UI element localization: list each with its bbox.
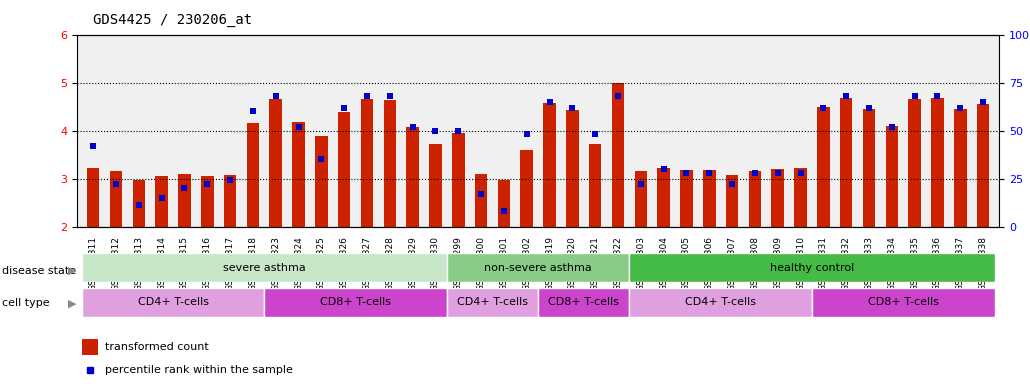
- Text: CD8+ T-cells: CD8+ T-cells: [320, 297, 391, 308]
- Bar: [566, 111, 579, 227]
- Bar: [430, 144, 442, 227]
- Text: healthy control: healthy control: [769, 263, 854, 273]
- Bar: [520, 150, 534, 227]
- Text: transformed count: transformed count: [105, 341, 209, 351]
- Bar: [156, 176, 168, 227]
- Bar: [863, 109, 876, 227]
- Bar: [360, 99, 373, 227]
- Bar: [87, 168, 100, 227]
- Bar: [886, 126, 898, 227]
- Bar: [543, 103, 556, 227]
- Text: CD8+ T-cells: CD8+ T-cells: [548, 297, 619, 308]
- Bar: [976, 104, 990, 227]
- Text: GDS4425 / 230206_at: GDS4425 / 230206_at: [93, 13, 251, 27]
- Bar: [589, 144, 602, 227]
- Bar: [931, 98, 943, 227]
- Bar: [771, 169, 784, 227]
- Bar: [178, 174, 191, 227]
- Bar: [224, 175, 237, 227]
- Bar: [954, 109, 966, 227]
- Bar: [726, 175, 739, 227]
- Bar: [338, 113, 350, 227]
- Bar: [629, 288, 812, 317]
- Bar: [133, 180, 145, 227]
- Bar: [634, 171, 647, 227]
- Bar: [270, 99, 282, 227]
- Bar: [629, 253, 995, 282]
- Bar: [265, 288, 447, 317]
- Bar: [475, 174, 487, 227]
- Bar: [447, 253, 629, 282]
- Text: CD8+ T-cells: CD8+ T-cells: [867, 297, 938, 308]
- Text: CD4+ T-cells: CD4+ T-cells: [685, 297, 756, 308]
- Text: disease state: disease state: [2, 266, 76, 276]
- Bar: [657, 168, 670, 227]
- Bar: [538, 288, 629, 317]
- Bar: [908, 99, 921, 227]
- Bar: [201, 176, 213, 227]
- Bar: [612, 83, 624, 227]
- Bar: [680, 170, 693, 227]
- Text: CD4+ T-cells: CD4+ T-cells: [457, 297, 528, 308]
- Text: ▶: ▶: [68, 266, 76, 276]
- Bar: [110, 171, 123, 227]
- Bar: [497, 180, 510, 227]
- Bar: [839, 98, 853, 227]
- Bar: [817, 107, 830, 227]
- Bar: [81, 253, 447, 282]
- Bar: [447, 288, 538, 317]
- Bar: [703, 170, 716, 227]
- Text: cell type: cell type: [2, 298, 49, 308]
- Text: CD4+ T-cells: CD4+ T-cells: [138, 297, 209, 308]
- Bar: [794, 168, 806, 227]
- Bar: [246, 123, 260, 227]
- Bar: [315, 136, 328, 227]
- Bar: [383, 100, 397, 227]
- Text: percentile rank within the sample: percentile rank within the sample: [105, 365, 293, 375]
- Bar: [812, 288, 995, 317]
- Bar: [452, 133, 465, 227]
- Text: severe asthma: severe asthma: [222, 263, 306, 273]
- Text: non-severe asthma: non-severe asthma: [484, 263, 592, 273]
- Bar: [293, 122, 305, 227]
- Bar: [749, 171, 761, 227]
- Text: ▶: ▶: [68, 298, 76, 308]
- Bar: [81, 339, 99, 355]
- Bar: [407, 127, 419, 227]
- Bar: [81, 288, 265, 317]
